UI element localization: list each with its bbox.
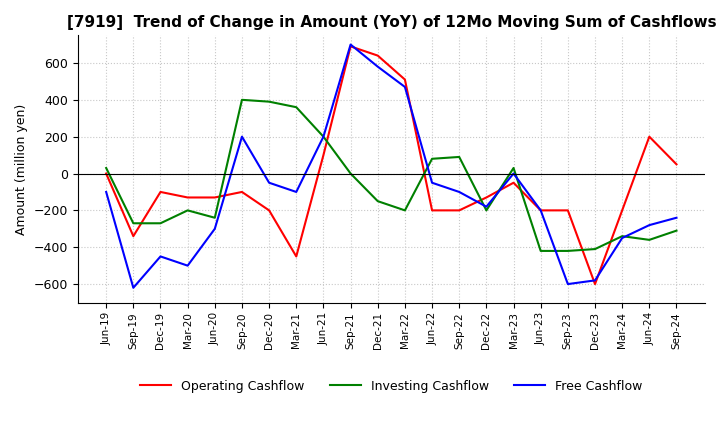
Operating Cashflow bbox=[536, 208, 545, 213]
Operating Cashflow bbox=[564, 208, 572, 213]
Investing Cashflow bbox=[238, 97, 246, 103]
Free Cashflow bbox=[319, 134, 328, 139]
Free Cashflow bbox=[129, 285, 138, 290]
Investing Cashflow bbox=[374, 198, 382, 204]
Investing Cashflow bbox=[346, 171, 355, 176]
Operating Cashflow bbox=[374, 53, 382, 58]
Investing Cashflow bbox=[645, 237, 654, 242]
Line: Investing Cashflow: Investing Cashflow bbox=[106, 100, 677, 251]
Investing Cashflow bbox=[509, 165, 518, 171]
Operating Cashflow bbox=[319, 153, 328, 158]
Free Cashflow bbox=[400, 84, 409, 90]
Free Cashflow bbox=[156, 254, 165, 259]
Operating Cashflow bbox=[400, 77, 409, 82]
Free Cashflow bbox=[536, 208, 545, 213]
Investing Cashflow bbox=[536, 248, 545, 253]
Free Cashflow bbox=[455, 189, 464, 194]
Operating Cashflow bbox=[238, 189, 246, 194]
Investing Cashflow bbox=[102, 165, 110, 171]
Operating Cashflow bbox=[156, 189, 165, 194]
Operating Cashflow bbox=[482, 195, 491, 200]
Free Cashflow bbox=[265, 180, 274, 185]
Operating Cashflow bbox=[292, 254, 300, 259]
Investing Cashflow bbox=[184, 208, 192, 213]
Operating Cashflow bbox=[102, 171, 110, 176]
Free Cashflow bbox=[645, 223, 654, 228]
Operating Cashflow bbox=[618, 208, 626, 213]
Free Cashflow bbox=[509, 171, 518, 176]
Free Cashflow bbox=[482, 204, 491, 209]
Free Cashflow bbox=[184, 263, 192, 268]
Legend: Operating Cashflow, Investing Cashflow, Free Cashflow: Operating Cashflow, Investing Cashflow, … bbox=[135, 375, 647, 398]
Free Cashflow bbox=[590, 278, 599, 283]
Investing Cashflow bbox=[129, 220, 138, 226]
Free Cashflow bbox=[374, 64, 382, 69]
Investing Cashflow bbox=[482, 208, 491, 213]
Operating Cashflow bbox=[672, 161, 681, 167]
Free Cashflow bbox=[618, 235, 626, 241]
Operating Cashflow bbox=[509, 180, 518, 185]
Operating Cashflow bbox=[129, 234, 138, 239]
Free Cashflow bbox=[238, 134, 246, 139]
Free Cashflow bbox=[210, 226, 219, 231]
Free Cashflow bbox=[672, 215, 681, 220]
Investing Cashflow bbox=[319, 134, 328, 139]
Investing Cashflow bbox=[564, 248, 572, 253]
Operating Cashflow bbox=[590, 282, 599, 287]
Investing Cashflow bbox=[400, 208, 409, 213]
Operating Cashflow bbox=[210, 195, 219, 200]
Y-axis label: Amount (million yen): Amount (million yen) bbox=[15, 103, 28, 235]
Operating Cashflow bbox=[645, 134, 654, 139]
Investing Cashflow bbox=[672, 228, 681, 233]
Investing Cashflow bbox=[210, 215, 219, 220]
Line: Free Cashflow: Free Cashflow bbox=[106, 44, 677, 288]
Free Cashflow bbox=[292, 189, 300, 194]
Investing Cashflow bbox=[156, 220, 165, 226]
Investing Cashflow bbox=[428, 156, 436, 161]
Operating Cashflow bbox=[346, 44, 355, 49]
Investing Cashflow bbox=[618, 234, 626, 239]
Line: Operating Cashflow: Operating Cashflow bbox=[106, 46, 677, 284]
Investing Cashflow bbox=[455, 154, 464, 160]
Operating Cashflow bbox=[455, 208, 464, 213]
Title: [7919]  Trend of Change in Amount (YoY) of 12Mo Moving Sum of Cashflows: [7919] Trend of Change in Amount (YoY) o… bbox=[66, 15, 716, 30]
Investing Cashflow bbox=[590, 246, 599, 252]
Investing Cashflow bbox=[292, 105, 300, 110]
Free Cashflow bbox=[428, 180, 436, 185]
Operating Cashflow bbox=[428, 208, 436, 213]
Operating Cashflow bbox=[265, 208, 274, 213]
Operating Cashflow bbox=[184, 195, 192, 200]
Free Cashflow bbox=[564, 282, 572, 287]
Free Cashflow bbox=[102, 189, 110, 194]
Investing Cashflow bbox=[265, 99, 274, 104]
Free Cashflow bbox=[346, 42, 355, 47]
